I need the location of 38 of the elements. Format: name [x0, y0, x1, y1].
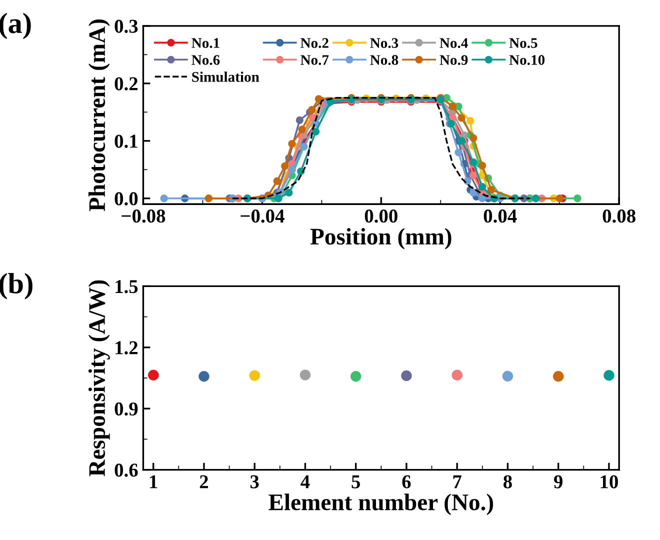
x-tick-label: 0.04 [484, 210, 517, 223]
x-tick-label: 0.08 [602, 210, 636, 223]
y-tick-label: 1.2 [116, 341, 138, 354]
x-axis-title: Position (mm) [310, 228, 452, 250]
legend-label: No.3 [370, 38, 398, 48]
legend-label: No.4 [440, 38, 468, 48]
x-tick-label: 4 [300, 475, 310, 488]
legend-label: No.1 [192, 38, 220, 48]
x-axis-title: Element number (No.) [268, 494, 494, 516]
x-tick-label: 8 [503, 475, 512, 488]
x-tick-label: 0.00 [364, 210, 398, 223]
legend-label: Simulation [192, 72, 260, 82]
x-tick-label: 1 [150, 475, 158, 488]
y-tick-label: 0.3 [114, 20, 138, 33]
legend-label: No.8 [370, 55, 398, 65]
legend-label: No.6 [192, 55, 220, 65]
x-tick-label: 7 [453, 475, 462, 488]
y-tick-label: 0.9 [114, 402, 138, 416]
x-tick-label: 10 [600, 475, 618, 488]
legend-label: No.9 [440, 55, 468, 65]
y-axis-title: Photocurrent (mA) [88, 20, 110, 212]
y-axis-title: Responsivity (A/W) [88, 280, 110, 476]
x-tick-label: 2 [200, 475, 208, 488]
x-tick-label: 6 [402, 475, 411, 488]
x-tick-label: −0.04 [240, 210, 284, 223]
y-tick-label: 1.5 [116, 280, 138, 294]
legend-label: No.5 [509, 38, 538, 48]
legend-label: No.10 [509, 55, 545, 65]
y-tick-label: 0.6 [114, 464, 138, 477]
legend-label: No.2 [300, 38, 328, 48]
x-tick-label: −0.08 [122, 210, 166, 223]
y-tick-label: 0.2 [114, 77, 138, 90]
x-tick-label: 5 [352, 475, 360, 488]
x-tick-label: 3 [250, 475, 259, 488]
x-tick-label: 9 [554, 475, 562, 488]
y-tick-label: 0.1 [114, 134, 138, 148]
y-tick-label: 0.0 [114, 192, 138, 206]
legend-label: No.7 [300, 55, 329, 65]
